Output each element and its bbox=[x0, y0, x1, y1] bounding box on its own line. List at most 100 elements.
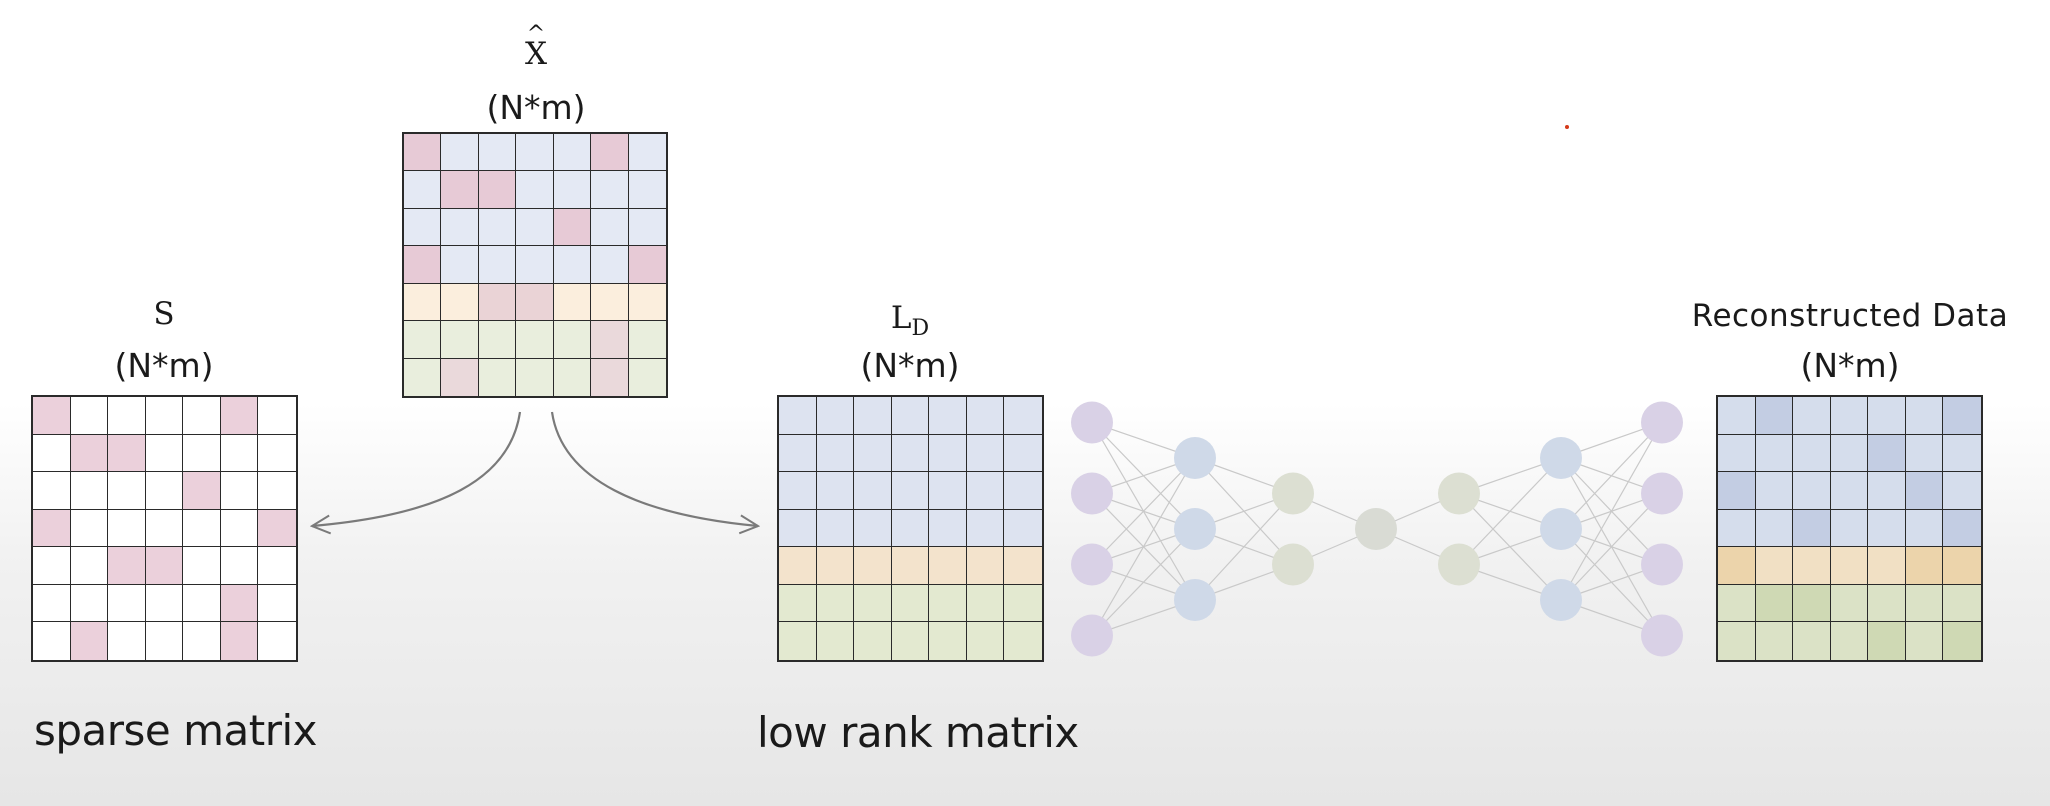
x-hat-dims: (N*m) bbox=[486, 88, 586, 127]
matrix-cell bbox=[779, 472, 817, 510]
matrix-cell bbox=[628, 358, 666, 396]
network-node bbox=[1438, 543, 1480, 586]
matrix-cell bbox=[1868, 622, 1906, 660]
matrix-cell bbox=[145, 547, 184, 585]
matrix-cell bbox=[108, 509, 146, 548]
matrix-cell bbox=[1943, 397, 1981, 435]
x-hat-title-letter: X bbox=[524, 36, 548, 72]
matrix-cell bbox=[70, 509, 109, 548]
matrix-cell bbox=[929, 434, 967, 473]
matrix-cell bbox=[1793, 509, 1831, 548]
matrix-cell bbox=[1943, 622, 1981, 660]
matrix-cell bbox=[220, 584, 259, 623]
accent-dot bbox=[1565, 125, 1569, 129]
matrix-cell bbox=[220, 509, 259, 548]
matrix-cell bbox=[1004, 584, 1042, 623]
matrix-cell bbox=[591, 358, 629, 396]
matrix-cell bbox=[1755, 584, 1794, 623]
matrix-cell bbox=[628, 208, 666, 247]
matrix-cell bbox=[70, 434, 109, 473]
matrix-cell bbox=[70, 397, 109, 435]
matrix-cell bbox=[929, 547, 967, 585]
matrix-cell bbox=[70, 547, 109, 585]
hat-accent: ^ bbox=[526, 22, 546, 47]
matrix-cell bbox=[854, 509, 892, 548]
reconstructed-dims: (N*m) bbox=[1800, 346, 1900, 385]
ld-title: LD bbox=[891, 300, 929, 341]
matrix-cell bbox=[478, 246, 517, 284]
matrix-cell bbox=[1830, 547, 1869, 585]
matrix-cell bbox=[220, 622, 259, 660]
matrix-cell bbox=[628, 171, 666, 209]
matrix-cell bbox=[553, 134, 592, 172]
matrix-cell bbox=[1755, 397, 1794, 435]
s-dims: (N*m) bbox=[114, 346, 214, 385]
matrix-cell bbox=[1868, 434, 1906, 473]
matrix-cell bbox=[779, 509, 817, 548]
matrix-cell bbox=[1793, 397, 1831, 435]
matrix-cell bbox=[478, 358, 517, 396]
matrix-cell bbox=[404, 171, 442, 209]
matrix-cell bbox=[816, 509, 855, 548]
network-node bbox=[1071, 472, 1113, 515]
matrix-cell bbox=[1004, 434, 1042, 473]
matrix-cell bbox=[183, 509, 221, 548]
matrix-cell bbox=[553, 358, 592, 396]
matrix-cell bbox=[258, 472, 296, 510]
matrix-cell bbox=[1004, 397, 1042, 435]
matrix-cell bbox=[220, 547, 259, 585]
matrix-cell bbox=[108, 584, 146, 623]
matrix-cell bbox=[516, 358, 554, 396]
matrix-cell bbox=[1830, 584, 1869, 623]
arrow-to-sparse-matrix bbox=[312, 411, 522, 526]
matrix-cell bbox=[258, 397, 296, 435]
matrix-cell bbox=[33, 622, 71, 660]
matrix-cell bbox=[1905, 584, 1944, 623]
matrix-cell bbox=[1943, 547, 1981, 585]
matrix-cell bbox=[628, 283, 666, 322]
matrix-cell bbox=[1718, 622, 1756, 660]
matrix-cell bbox=[591, 321, 629, 359]
matrix-cell bbox=[816, 397, 855, 435]
matrix-cell bbox=[591, 246, 629, 284]
matrix-cell bbox=[1718, 509, 1756, 548]
network-node bbox=[1174, 508, 1216, 550]
network-node bbox=[1641, 543, 1683, 586]
matrix-cell bbox=[1868, 584, 1906, 623]
matrix-cell bbox=[441, 134, 479, 172]
matrix-cell bbox=[854, 547, 892, 585]
ld-title-letter: L bbox=[890, 300, 912, 336]
matrix-cell bbox=[1718, 547, 1756, 585]
network-edge bbox=[1091, 457, 1196, 636]
matrix-cell bbox=[854, 584, 892, 623]
matrix-cell bbox=[1755, 622, 1794, 660]
matrix-cell bbox=[966, 509, 1005, 548]
matrix-cell bbox=[816, 434, 855, 473]
matrix-cell bbox=[591, 283, 629, 322]
matrix-cell bbox=[516, 171, 554, 209]
matrix-cell bbox=[145, 472, 184, 510]
matrix-cell bbox=[891, 397, 930, 435]
network-node bbox=[1272, 472, 1314, 515]
matrix-cell bbox=[1755, 509, 1794, 548]
matrix-cell bbox=[854, 622, 892, 660]
matrix-cell bbox=[891, 622, 930, 660]
matrix-cell bbox=[145, 509, 184, 548]
matrix-cell bbox=[478, 208, 517, 247]
matrix-cell bbox=[258, 584, 296, 623]
ld-title-subscript: D bbox=[911, 316, 930, 342]
network-node bbox=[1641, 614, 1683, 657]
network-node bbox=[1540, 508, 1582, 550]
matrix-cell bbox=[1718, 584, 1756, 623]
matrix-cell bbox=[404, 246, 442, 284]
network-node bbox=[1540, 437, 1582, 479]
matrix-cell bbox=[1905, 472, 1944, 510]
matrix-cell bbox=[816, 622, 855, 660]
matrix-cell bbox=[1004, 547, 1042, 585]
matrix-cell bbox=[966, 397, 1005, 435]
matrix-cell bbox=[441, 283, 479, 322]
matrix-cell bbox=[929, 472, 967, 510]
matrix-cell bbox=[183, 472, 221, 510]
network-edge bbox=[1091, 457, 1196, 565]
matrix-cell bbox=[1943, 434, 1981, 473]
